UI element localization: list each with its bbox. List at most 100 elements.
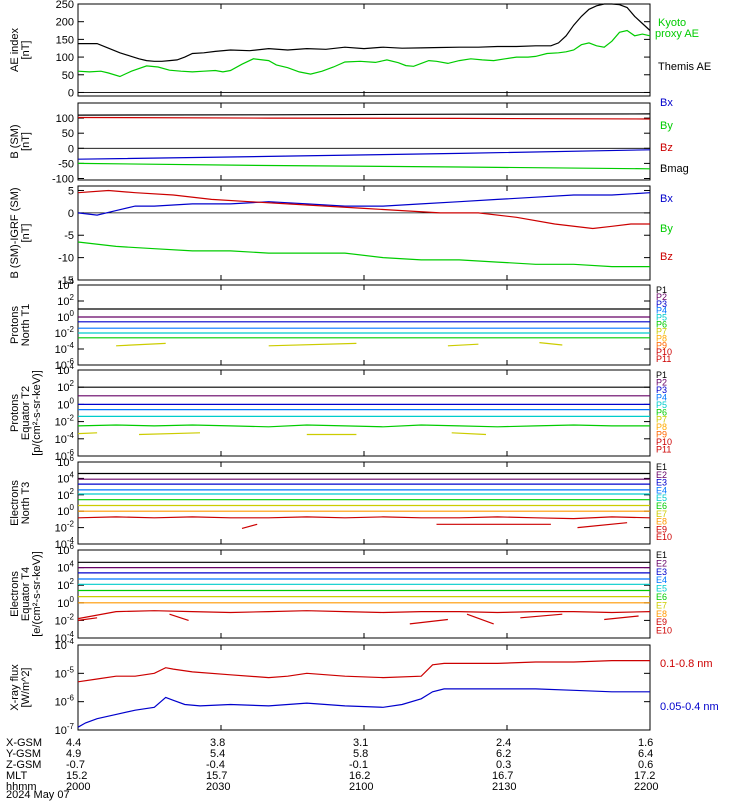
legend-p6: P6 (656, 407, 667, 417)
legend-p4: P4 (656, 306, 667, 316)
series-segment-e10 (169, 613, 189, 621)
series-line-e9 (77, 610, 651, 620)
y-axis-label: AE index (9, 27, 21, 72)
plot-frame (77, 369, 651, 457)
y-tick-label: -10 (58, 253, 74, 265)
legend-e9: E9 (656, 524, 667, 534)
legend-p1: P1 (656, 285, 667, 295)
legend-by: By (660, 120, 673, 132)
y-tick-label: 104 (57, 560, 74, 575)
plot-frame (77, 3, 651, 97)
legend-e10: E10 (656, 626, 672, 636)
legend-proxy-ae: proxy AE (655, 28, 699, 40)
y-axis-label: Electrons (9, 571, 21, 617)
legend-e4: E4 (656, 575, 667, 585)
series-line-bz (77, 116, 651, 120)
legend-bz: Bz (660, 142, 673, 154)
legend-p1: P1 (656, 370, 667, 380)
legend-e2: E2 (656, 470, 667, 480)
y-axis-label: Electrons (9, 480, 21, 526)
legend-e3: E3 (656, 567, 667, 577)
series-line-bmag (77, 113, 651, 116)
legend-p2: P2 (656, 377, 667, 387)
legend-bmag: Bmag (660, 163, 689, 175)
series-line-by (77, 162, 651, 170)
series-segment-p7 (138, 432, 201, 436)
series-line-by (77, 241, 650, 268)
y-tick-label: 10-4 (55, 431, 75, 446)
y-tick-label: -5 (64, 230, 74, 242)
series-line-e9 (77, 516, 651, 520)
legend-e4: E4 (656, 485, 667, 495)
plot-frame (77, 185, 651, 281)
y-tick-label: 10-6 (55, 694, 75, 709)
plot-frame (77, 461, 651, 545)
series-segment-e10 (241, 523, 258, 529)
series-segment-p7 (539, 342, 563, 346)
legend-e6: E6 (656, 501, 667, 511)
legend-p2: P2 (656, 292, 667, 302)
legend-e10: E10 (656, 532, 672, 542)
y-tick-label: -50 (58, 158, 74, 170)
y-tick-label: 0 (68, 208, 74, 220)
y-axis-label: North T3 (20, 482, 32, 525)
series-segment-p7 (77, 432, 98, 435)
y-axis-label: B (SM)-IGRF (SM) (9, 187, 21, 278)
y-tick-label: 104 (57, 362, 74, 377)
legend-e7: E7 (656, 600, 667, 610)
legend-xray-1: 0.05-0.4 nm (660, 701, 719, 713)
series-segment-e10 (466, 613, 494, 625)
legend-p3: P3 (656, 385, 667, 395)
y-tick-label: 102 (57, 293, 74, 308)
legend-bz: Bz (660, 251, 673, 263)
legend-p6: P6 (656, 320, 667, 330)
y-axis-label: Protons (9, 306, 21, 344)
series-line-kyoto-proxy-ae (77, 29, 651, 78)
y-tick-label: 106 (57, 454, 74, 469)
y-tick-label: 102 (57, 379, 74, 394)
y-axis-label: [e/(cm²-s-sr-keV)] (31, 551, 43, 637)
panel-xray: 10-4 10-5 10-6 10-7 X-ray flux [W/m^2] 0.1-0.8… (9, 637, 719, 737)
y-tick-label: 10-4 (55, 637, 75, 652)
series-line-bx (77, 192, 651, 216)
y-axis-label: X-ray flux (9, 664, 21, 711)
y-tick-label: 50 (62, 128, 74, 140)
series-segment-e10 (520, 613, 563, 619)
plot-frame (77, 549, 651, 639)
series-segment-e10 (409, 618, 448, 625)
series-segment-p7 (268, 342, 357, 347)
series-segment-p7 (116, 342, 166, 347)
plot-frame (77, 644, 651, 731)
legend-by: By (660, 223, 673, 235)
series-line-0-1-0-8-nm (77, 659, 650, 683)
legend-p10: P10 (656, 347, 672, 357)
y-tick-label: 102 (57, 577, 74, 592)
series-line-bz (77, 189, 650, 230)
legend-p8: P8 (656, 422, 667, 432)
y-tick-label: 10-7 (55, 722, 75, 737)
series-segment-p7 (447, 343, 479, 347)
y-tick-label: 10-5 (55, 665, 75, 680)
y-tick-label: 102 (57, 487, 74, 502)
y-tick-label: 100 (57, 595, 74, 610)
y-tick-label: 100 (57, 309, 74, 324)
series-line-bx (77, 149, 651, 160)
legend-p5: P5 (656, 400, 667, 410)
series-line-themis-ae (78, 3, 651, 62)
y-axis-label: North T1 (20, 304, 32, 347)
y-tick-label: 5 (68, 185, 74, 197)
y-tick-label: 10-2 (55, 520, 75, 535)
y-tick-label: 10-2 (55, 612, 75, 627)
y-axis-label: [nT] (20, 132, 32, 151)
y-tick-label: 250 (56, 0, 74, 11)
legend-p11: P11 (656, 445, 671, 455)
y-axis-label: Equator T4 (20, 567, 32, 621)
series-line-0-05-0-4-nm (77, 688, 650, 728)
legend-e1: E1 (656, 550, 667, 560)
y-tick-label: 100 (57, 396, 74, 411)
legend-p10: P10 (656, 437, 672, 447)
